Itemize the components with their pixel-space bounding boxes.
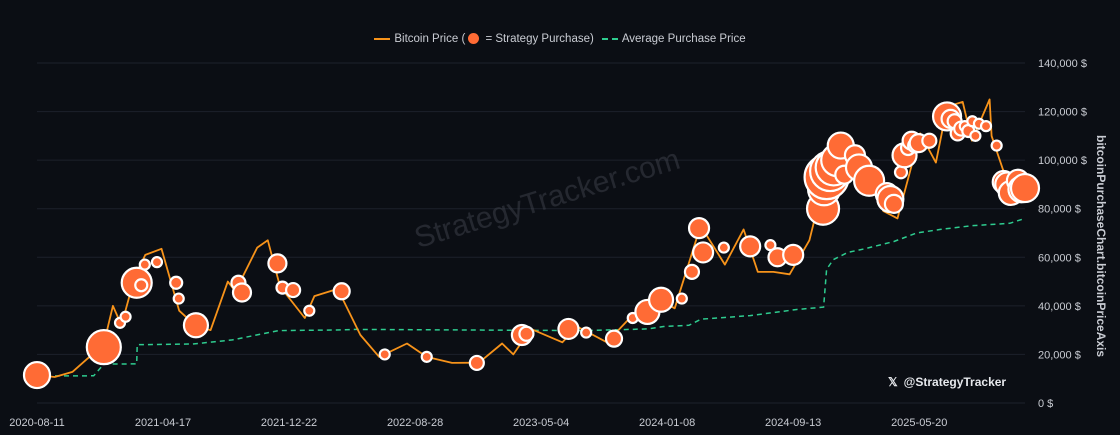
y-tick-label: 140,000 $ [1038,58,1087,70]
x-tick-label: 2024-09-13 [765,417,821,429]
purchase-marker [22,360,52,390]
purchase-marker [604,329,624,348]
y-axis-ticks: 0 $ 20,000 $ 40,000 $ 60,000 $ 80,000 $ 100,0… [1038,58,1087,410]
purchase-marker [420,350,433,363]
purchase-marker [468,354,485,372]
purchase-marker [134,278,149,293]
x-tick-label: 2021-04-17 [135,417,191,429]
purchase-marker [557,317,580,341]
x-tick-label: 2022-08-28 [387,417,443,429]
purchase-marker [172,292,185,305]
purchase-marker [150,256,164,269]
purchase-dot-icon [468,33,480,44]
purchase-marker [782,243,805,266]
x-tick-label: 2023-05-04 [513,417,569,429]
purchase-marker [647,286,675,313]
legend-avg-label: Average Purchase Price [621,33,746,45]
x-tick-label: 2024-01-08 [639,417,695,429]
legend-price-label: Bitcoin Price ( [394,33,466,45]
purchase-marker [990,139,1003,152]
purchase-markers [22,101,1041,390]
purchase-marker [921,132,938,149]
x-tick-label: 2021-12-22 [261,417,317,429]
purchase-marker [231,282,253,303]
purchase-marker [580,326,593,339]
price-line-swatch [374,37,391,40]
purchase-marker [119,310,132,323]
y-axis-title: bitcoinPurchaseChart.bitcoinPriceAxis [1092,135,1108,375]
y-axis-title-text: bitcoinPurchaseChart.bitcoinPriceAxis [1094,135,1108,358]
purchase-marker [138,258,151,271]
purchase-marker [969,129,982,142]
purchase-marker [518,325,535,342]
legend-price-label-suffix: = Strategy Purchase) [482,33,594,45]
y-tick-label: 60,000 $ [1038,252,1081,264]
y-tick-label: 80,000 $ [1038,204,1081,216]
purchase-marker [332,282,351,301]
purchase-marker [979,120,993,133]
purchase-marker [687,217,711,240]
x-tick-label: 2025-05-20 [891,417,947,429]
y-tick-label: 40,000 $ [1038,301,1081,313]
avg-purchase-line [36,217,1026,377]
purchase-marker [303,304,316,317]
chart-gridlines [37,62,1025,404]
purchase-marker [683,263,701,280]
purchase-marker [378,348,391,361]
social-handle[interactable]: 𝕏 @StrategyTracker [888,375,1006,389]
x-logo-icon: 𝕏 [888,375,898,389]
y-tick-label: 120,000 $ [1038,107,1087,119]
chart-legend[interactable]: Bitcoin Price ( = Strategy Purchase) Aver… [0,33,1120,45]
purchase-marker [169,275,184,290]
purchase-marker [85,329,122,366]
x-tick-label: 2020-08-11 [9,417,64,429]
purchase-marker [717,241,730,254]
purchase-marker [285,281,302,299]
purchase-marker [883,193,905,214]
purchase-marker [267,253,288,274]
y-tick-label: 0 $ [1038,398,1053,410]
purchase-marker [739,235,762,258]
handle-text: @StrategyTracker [903,375,1007,389]
y-tick-label: 20,000 $ [1038,349,1081,361]
purchase-marker [675,292,688,305]
purchase-marker [691,241,715,264]
y-tick-label: 100,000 $ [1038,155,1087,167]
x-axis-ticks: 2020-08-11 2021-04-17 2021-12-22 2022-08-28… [9,417,947,429]
avg-line-swatch [601,37,618,40]
purchase-marker [1009,172,1041,204]
purchase-marker [182,312,210,339]
